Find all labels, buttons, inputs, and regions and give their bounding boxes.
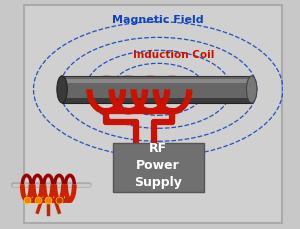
Ellipse shape (57, 76, 67, 103)
Text: Magnetic Field: Magnetic Field (112, 15, 204, 25)
Ellipse shape (247, 76, 257, 103)
FancyBboxPatch shape (24, 6, 282, 223)
Bar (62, 79, 252, 83)
Bar (62, 76, 252, 103)
Text: Induction Coil: Induction Coil (133, 49, 214, 59)
FancyBboxPatch shape (113, 143, 204, 192)
Text: RF
Power
Supply: RF Power Supply (134, 142, 182, 188)
Bar (62, 99, 252, 103)
